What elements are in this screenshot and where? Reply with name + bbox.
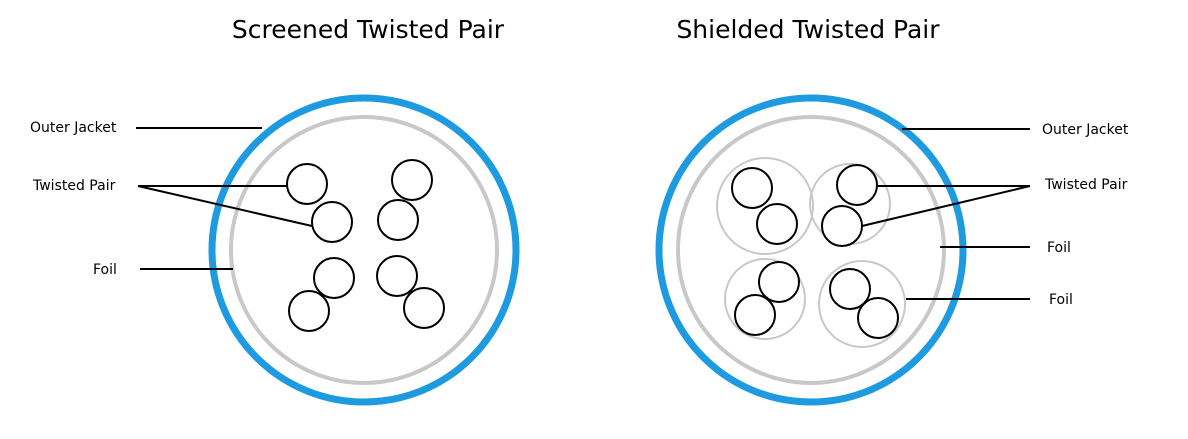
- shielded-label-foil-overall: Foil: [1047, 240, 1071, 256]
- shielded-outer-jacket: [655, 94, 967, 406]
- screened-label-outer-jacket: Outer Jacket: [30, 120, 117, 136]
- conductor: [286, 163, 328, 205]
- pair-foil: [716, 157, 814, 255]
- shielded-conductors: [731, 164, 899, 339]
- shielded-foil: [676, 115, 946, 385]
- conductor: [311, 201, 353, 243]
- shielded-title: Shielded Twisted Pair: [676, 15, 940, 44]
- conductor: [313, 257, 355, 299]
- conductor: [829, 268, 871, 310]
- conductor: [731, 167, 773, 209]
- conductor: [836, 164, 878, 206]
- pair-foil: [818, 260, 906, 348]
- conductor: [758, 261, 800, 303]
- leader-line: [861, 185, 1031, 227]
- conductor: [288, 290, 330, 332]
- conductor: [857, 297, 899, 339]
- shielded-label-foil-pair: Foil: [1049, 292, 1073, 308]
- conductor: [403, 287, 445, 329]
- conductor: [376, 255, 418, 297]
- shielded-cable: Shielded Twisted Pair Outer Jacket Twist…: [655, 15, 1129, 406]
- conductor: [821, 205, 863, 247]
- screened-label-foil: Foil: [93, 262, 117, 278]
- screened-cable: Screened Twisted Pair Outer Jacket Twist…: [30, 15, 520, 406]
- pair-foil: [724, 258, 806, 340]
- screened-conductors: [286, 159, 445, 332]
- screened-foil: [229, 115, 499, 385]
- shielded-label-twisted-pair: Twisted Pair: [1044, 177, 1128, 193]
- conductor: [391, 159, 433, 201]
- screened-label-twisted-pair: Twisted Pair: [32, 178, 116, 194]
- screened-title: Screened Twisted Pair: [232, 15, 505, 44]
- conductor: [756, 203, 798, 245]
- shielded-label-outer-jacket: Outer Jacket: [1042, 122, 1129, 138]
- conductor: [734, 294, 776, 336]
- screened-outer-jacket: [208, 94, 520, 406]
- conductor: [377, 199, 419, 241]
- leader-line: [137, 185, 313, 227]
